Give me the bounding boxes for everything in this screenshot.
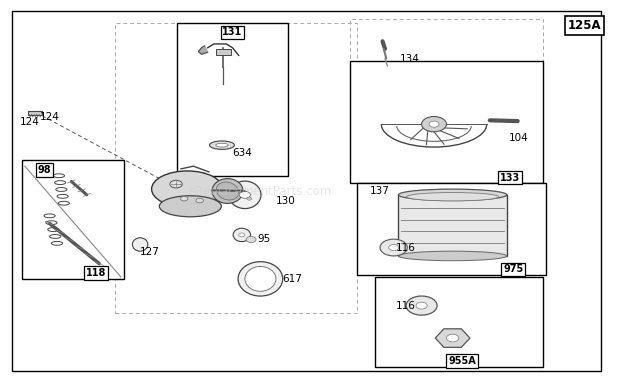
Polygon shape — [198, 46, 208, 54]
Circle shape — [246, 236, 256, 243]
Ellipse shape — [159, 196, 221, 217]
Circle shape — [196, 198, 203, 203]
Text: 975: 975 — [503, 264, 523, 274]
Bar — [375, 277, 542, 367]
Text: 124: 124 — [20, 117, 40, 127]
Text: 634: 634 — [232, 148, 252, 158]
Ellipse shape — [407, 193, 498, 201]
Text: 127: 127 — [140, 247, 159, 257]
Bar — [398, 195, 507, 256]
Text: 131: 131 — [223, 28, 242, 37]
Ellipse shape — [216, 143, 228, 147]
Ellipse shape — [229, 181, 261, 209]
Circle shape — [239, 233, 245, 237]
Text: 137: 137 — [370, 186, 390, 196]
Text: 955A: 955A — [448, 356, 476, 366]
Bar — [356, 183, 546, 275]
Text: eReplacementParts.com: eReplacementParts.com — [188, 185, 332, 197]
Text: 104: 104 — [508, 133, 528, 142]
Ellipse shape — [238, 262, 283, 296]
Ellipse shape — [151, 171, 223, 207]
Circle shape — [239, 191, 250, 198]
Bar — [350, 19, 542, 183]
Text: 125A: 125A — [568, 19, 601, 32]
Ellipse shape — [245, 267, 276, 291]
Text: 116: 116 — [396, 243, 415, 253]
Circle shape — [247, 197, 252, 200]
Circle shape — [389, 244, 399, 251]
Circle shape — [180, 196, 188, 201]
Ellipse shape — [233, 228, 250, 242]
Circle shape — [238, 189, 243, 193]
Bar — [216, 49, 231, 55]
Text: 130: 130 — [276, 196, 296, 206]
Bar — [177, 23, 288, 176]
Text: 116: 116 — [396, 301, 415, 311]
Circle shape — [422, 117, 446, 132]
Ellipse shape — [212, 179, 243, 203]
Circle shape — [380, 239, 407, 256]
Text: 134: 134 — [400, 54, 420, 64]
Text: 617: 617 — [282, 274, 302, 284]
Text: 95: 95 — [257, 234, 270, 244]
Bar — [22, 160, 124, 279]
Text: 133: 133 — [500, 173, 520, 183]
Circle shape — [416, 302, 427, 309]
Text: 98: 98 — [38, 165, 51, 175]
Ellipse shape — [133, 238, 148, 251]
Ellipse shape — [210, 141, 234, 149]
Bar — [28, 111, 42, 115]
Bar — [350, 61, 542, 183]
Ellipse shape — [398, 189, 507, 201]
Circle shape — [170, 180, 182, 188]
Bar — [115, 23, 356, 313]
Circle shape — [406, 296, 437, 315]
Text: 118: 118 — [86, 268, 106, 278]
Ellipse shape — [398, 251, 507, 261]
Text: 124: 124 — [40, 112, 60, 121]
Circle shape — [429, 121, 439, 127]
Ellipse shape — [216, 182, 239, 200]
Circle shape — [446, 334, 459, 342]
